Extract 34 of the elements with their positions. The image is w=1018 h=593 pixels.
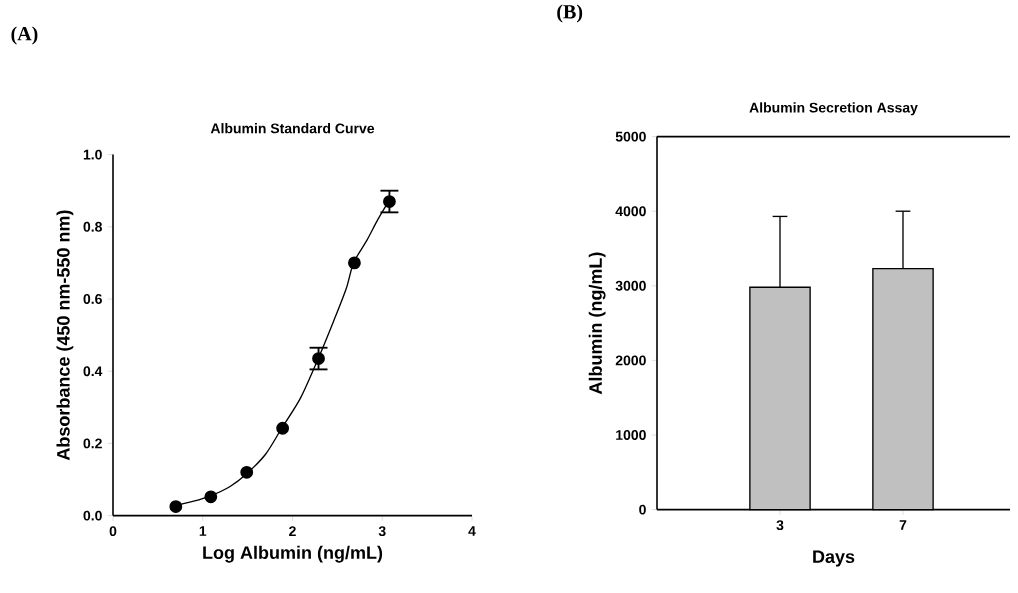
chart-title: Albumin Standard Curve <box>210 123 375 134</box>
y-tick-label: 0.0 <box>83 510 102 521</box>
x-tick-label: 2 <box>289 526 296 537</box>
y-tick-label: 0.6 <box>83 294 102 305</box>
y-tick-label: 0.4 <box>83 366 103 377</box>
y-tick-label: 1.0 <box>83 149 102 160</box>
y-tick-label: 0 <box>639 504 646 515</box>
point <box>169 500 183 514</box>
x-axis-title: Log Albumin (ng/mL) <box>203 545 383 563</box>
point <box>276 422 290 435</box>
point <box>383 195 396 209</box>
y-tick-label: 0.8 <box>83 222 102 232</box>
text: (A) <box>11 26 38 45</box>
x-tick-label: 1 <box>199 526 207 537</box>
point <box>204 490 218 504</box>
point <box>348 256 361 270</box>
point <box>312 352 325 366</box>
y-tick-label: 2000 <box>615 355 646 366</box>
y-tick-label: 4000 <box>615 206 646 217</box>
x-tick-label: 4 <box>468 526 476 537</box>
text: (B) <box>557 4 583 23</box>
y-tick-label: 5000 <box>615 131 646 142</box>
point <box>240 466 254 479</box>
x-tick-label: 0 <box>109 526 117 537</box>
x-tick-label: 7 <box>899 520 907 531</box>
chart-title: Albumin Secretion Assay <box>749 102 918 116</box>
x-axis-title: Days <box>813 550 855 567</box>
y-axis-title: Albumin (ng/mL) <box>588 252 606 395</box>
x-tick-label: 3 <box>378 526 386 537</box>
y-axis-title: Absorbance (450 nm-550 nm) <box>56 210 74 461</box>
y-tick-label: 0.2 <box>83 438 102 449</box>
y-tick-label: 3000 <box>615 281 646 291</box>
y-tick-label: 1000 <box>616 430 646 441</box>
x-tick-label: 3 <box>776 520 784 531</box>
